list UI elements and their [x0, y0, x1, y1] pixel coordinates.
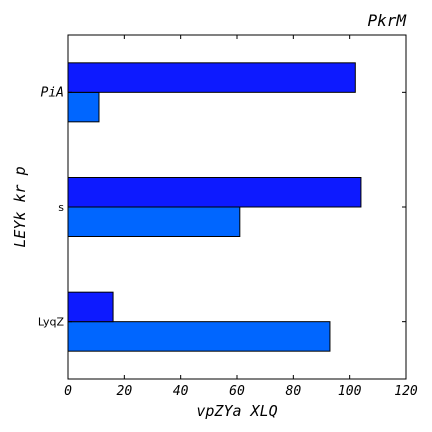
x-tick-label: 100	[338, 384, 362, 399]
x-tick-label: 40	[173, 384, 189, 399]
y-axis-label: LEYk kr p	[11, 166, 29, 247]
y-tick-label: LyqZ	[38, 316, 65, 329]
chart-title: PkrM	[367, 11, 407, 30]
x-tick-label: 20	[117, 384, 133, 399]
bars-group	[67, 62, 362, 352]
x-tick-label: 0	[64, 384, 72, 399]
bar-lyqz-series-1	[67, 321, 331, 352]
x-tick-label: 80	[286, 384, 302, 399]
y-tick-label: PiA	[41, 85, 64, 100]
plot-frame	[67, 34, 407, 380]
bar-lyqz-series-2	[67, 291, 114, 323]
bar-s-series-1	[67, 206, 241, 237]
x-axis-label: vpZYa XLQ	[196, 402, 277, 420]
ticks-group: LyqZ s PiA 0 20 40 60 80 100 120	[38, 35, 418, 399]
x-tick-label: 120	[394, 384, 418, 399]
bar-pia-series-2	[67, 62, 356, 93]
y-tick-label: s	[58, 201, 64, 214]
x-tick-label: 60	[229, 384, 245, 399]
bar-pia-series-1	[67, 91, 100, 123]
bar-s-series-2	[67, 177, 362, 208]
